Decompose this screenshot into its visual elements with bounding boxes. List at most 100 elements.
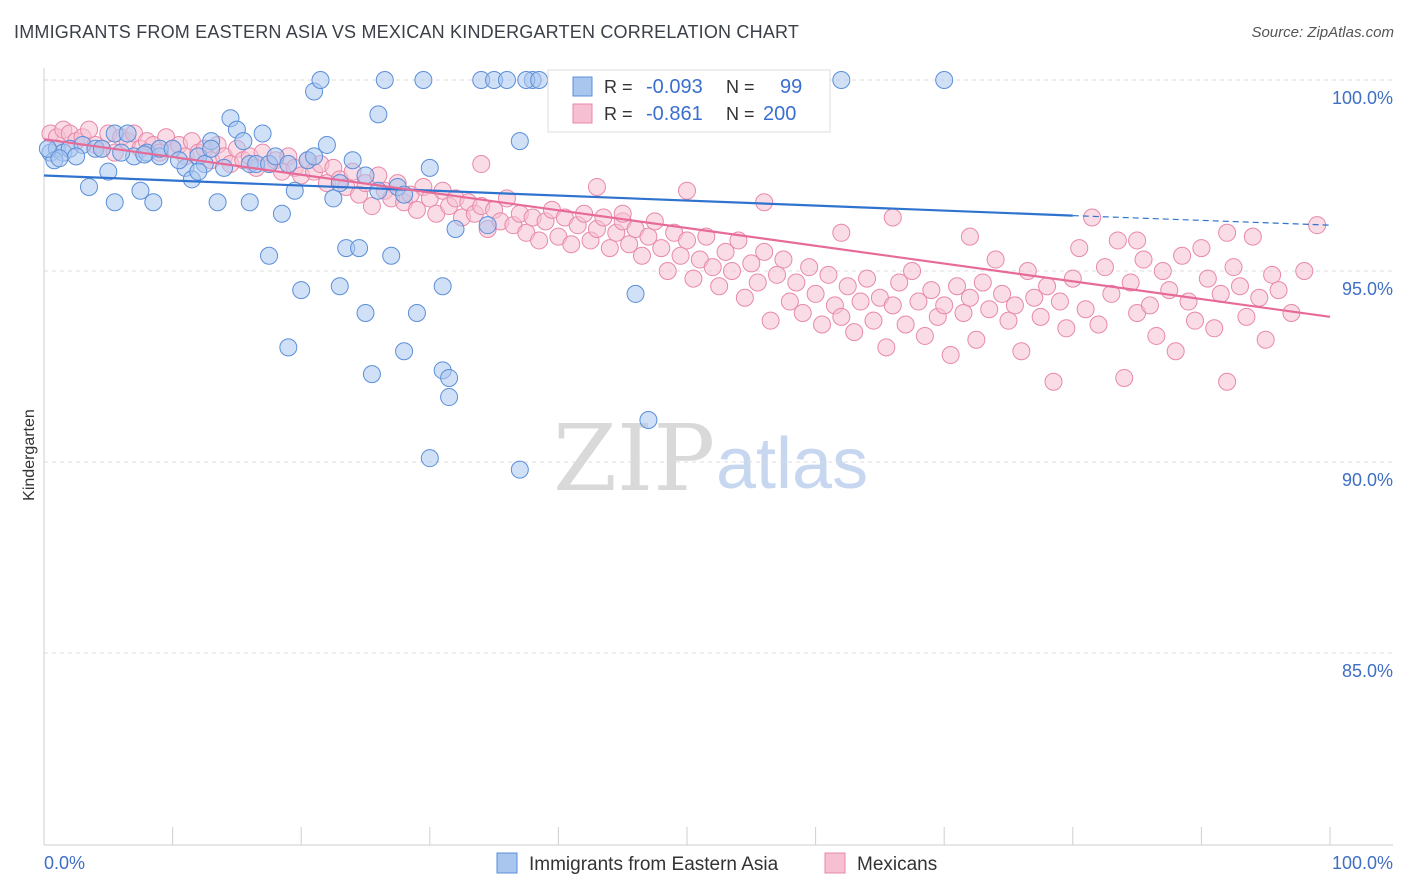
data-point-mexicans [1147, 326, 1166, 345]
data-point-mexicans [941, 346, 960, 365]
data-point-mexicans [1044, 372, 1063, 391]
data-point-eastern-asia [407, 304, 426, 323]
data-point-eastern-asia [311, 71, 330, 89]
trend-line-eastern-asia-extension [1072, 215, 1331, 226]
data-point-mexicans [1269, 281, 1288, 300]
data-point-mexicans [768, 265, 787, 284]
data-point-mexicans [755, 242, 774, 261]
data-point-mexicans [967, 330, 986, 349]
data-point-eastern-asia [440, 368, 459, 387]
data-point-mexicans [723, 262, 742, 280]
data-point-eastern-asia [362, 365, 381, 384]
data-point-mexicans [761, 311, 780, 330]
legend-swatch-eastern-asia [496, 852, 518, 874]
data-point-eastern-asia [144, 193, 163, 212]
data-point-mexicans [632, 246, 651, 265]
data-point-eastern-asia [414, 71, 433, 89]
data-point-mexicans [678, 181, 696, 200]
data-point-mexicans [600, 239, 619, 258]
data-point-mexicans [1063, 269, 1082, 288]
data-point-mexicans [684, 269, 703, 288]
data-point-mexicans [851, 292, 870, 311]
data-point-eastern-asia [215, 158, 234, 177]
data-point-mexicans [883, 296, 902, 315]
y-tick-label: 95.0% [1342, 279, 1393, 299]
data-point-eastern-asia [420, 158, 439, 177]
data-point-eastern-asia [433, 277, 452, 296]
data-point-mexicans [1185, 311, 1204, 330]
data-point-eastern-asia [131, 181, 150, 200]
data-point-eastern-asia [305, 147, 324, 166]
data-point-eastern-asia [317, 135, 336, 154]
data-point-eastern-asia [208, 193, 227, 212]
data-point-mexicans [960, 227, 979, 246]
data-point-mexicans [890, 273, 909, 292]
trend-line-eastern-asia [43, 174, 1073, 217]
data-point-eastern-asia [170, 151, 189, 170]
stats-r-value-pink: -0.861 [646, 103, 703, 125]
data-point-mexicans [1121, 273, 1140, 292]
data-point-mexicans [80, 120, 99, 139]
data-point-mexicans [678, 231, 696, 250]
axes [43, 68, 1393, 846]
stats-r-label-pink: R = [604, 104, 633, 124]
data-point-mexicans [980, 300, 999, 319]
data-point-eastern-asia [369, 105, 388, 124]
data-point-mexicans [903, 262, 922, 280]
stats-legend: R = -0.093 N = 99 R = -0.861 N = 200 [547, 69, 831, 133]
data-point-eastern-asia [478, 216, 497, 235]
data-point-eastern-asia [440, 388, 459, 407]
data-point-eastern-asia [510, 460, 529, 479]
data-point-eastern-asia [832, 71, 851, 89]
data-point-mexicans [1218, 223, 1237, 242]
data-point-eastern-asia [67, 147, 86, 166]
data-point-mexicans [639, 227, 658, 246]
data-point-mexicans [1205, 319, 1224, 338]
stats-swatch-blue [572, 76, 593, 97]
data-point-eastern-asia [324, 189, 343, 208]
data-point-eastern-asia [118, 124, 137, 143]
data-point-mexicans [1070, 239, 1089, 258]
y-tick-label: 100.0% [1332, 88, 1393, 108]
data-point-mexicans [954, 304, 973, 323]
data-point-mexicans [864, 311, 883, 330]
data-point-mexicans [896, 315, 915, 334]
y-axis-title: Kindergarten [21, 409, 38, 501]
data-point-mexicans [793, 304, 812, 323]
x-tick-label-max: 100.0% [1332, 853, 1393, 873]
legend-swatch-mexicans [824, 852, 846, 874]
data-point-eastern-asia [497, 71, 516, 89]
data-point-eastern-asia [189, 162, 208, 181]
data-point-eastern-asia [382, 246, 401, 265]
data-point-eastern-asia [253, 124, 272, 143]
stats-n-value-pink: 200 [763, 103, 796, 125]
stats-legend-box [547, 69, 831, 133]
stats-n-value-blue: 99 [780, 76, 802, 98]
data-point-mexicans [922, 281, 941, 300]
data-point-mexicans [1198, 269, 1217, 288]
trend-line-mexicans [43, 138, 1331, 318]
stats-r-label-blue: R = [604, 77, 633, 97]
data-point-eastern-asia [292, 281, 311, 300]
data-point-mexicans [1012, 342, 1031, 361]
data-point-mexicans [1153, 262, 1172, 280]
data-point-mexicans [658, 262, 677, 280]
series-mexicans-points [41, 120, 1327, 391]
data-point-mexicans [1089, 315, 1108, 334]
data-point-eastern-asia [530, 71, 549, 89]
data-point-mexicans [960, 288, 979, 307]
data-point-mexicans [787, 273, 806, 292]
data-point-mexicans [645, 212, 664, 231]
data-point-mexicans [671, 246, 690, 265]
chart-title: IMMIGRANTS FROM EASTERN ASIA VS MEXICAN … [14, 22, 800, 42]
data-point-mexicans [1256, 330, 1275, 349]
data-point-mexicans [1095, 258, 1114, 277]
data-point-eastern-asia [272, 204, 291, 223]
data-point-mexicans [1050, 292, 1069, 311]
data-point-mexicans [1224, 258, 1243, 277]
data-point-eastern-asia [343, 151, 362, 170]
data-point-mexicans [1243, 227, 1262, 246]
source-credit: Source: ZipAtlas.com [1251, 24, 1394, 41]
data-point-mexicans [993, 284, 1012, 303]
